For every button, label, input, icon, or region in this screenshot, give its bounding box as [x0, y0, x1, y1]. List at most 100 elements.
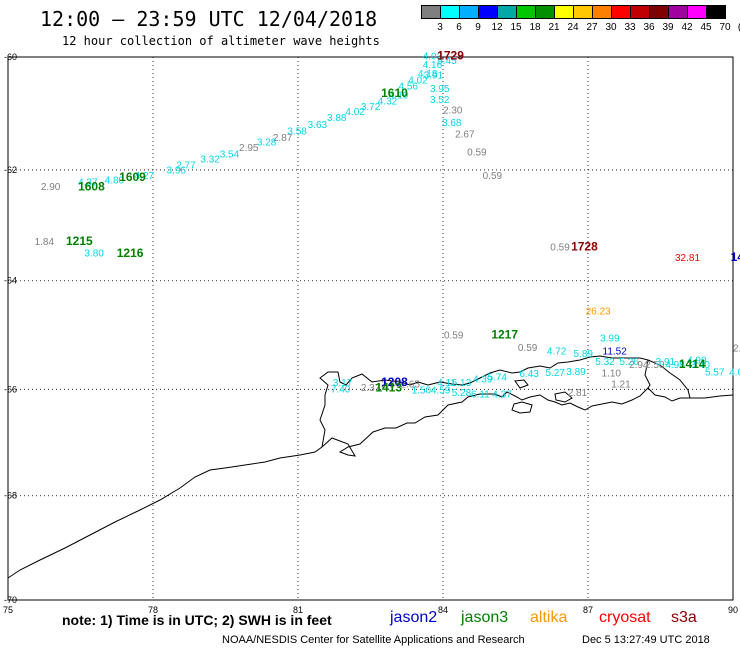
wave-height-value: 0.59 — [444, 331, 464, 342]
colorbar-label: 30 — [605, 22, 617, 33]
colorbar-swatch — [516, 5, 535, 19]
wave-height-value: 4.59 — [431, 386, 451, 397]
wave-height-value: 4.19 — [389, 90, 409, 101]
satellite-pass-labels: 1729 1610 1609 1608 1215 1216 1728 1405 1217 1414… — [66, 48, 740, 394]
wave-height-value: 3.52 — [430, 95, 450, 106]
wave-height-value: 2.81 — [568, 388, 588, 399]
colorbar-swatch — [706, 5, 725, 19]
wave-height-value: 26.23 — [586, 307, 611, 318]
colorbar-swatch — [497, 5, 516, 19]
lon-tick-label: 87 — [583, 605, 593, 615]
colorbar-label: 39 — [662, 22, 674, 33]
page-subtitle: 12 hour collection of altimeter wave hei… — [62, 34, 380, 48]
wave-height-value: 1.84 — [35, 237, 55, 248]
colorbar-label: 36 — [643, 22, 655, 33]
colorbar-label: 12 — [491, 22, 503, 33]
wave-height-value: 3.91 — [656, 357, 676, 368]
wave-height-value: 4.02 — [408, 76, 428, 87]
lat-tick-label: -66 — [4, 384, 17, 394]
wave-height-value: 4.03 — [423, 51, 443, 62]
wave-height-value: 5.32 — [595, 357, 615, 368]
wave-height-value: 4.16 — [423, 60, 443, 71]
wave-height-value: 11.52 — [603, 346, 628, 357]
colorbar-label: 3 — [437, 22, 443, 33]
wave-height-value: 0.59 — [483, 171, 503, 182]
wave-height-value: 5.89 — [574, 349, 594, 360]
wave-height-value: 2.37 — [381, 380, 401, 391]
colorbar-swatch — [611, 5, 630, 19]
wave-height-value: 6.43 — [519, 369, 539, 380]
wave-height-value: 3.54 — [220, 150, 240, 161]
lat-tick-label: -68 — [4, 491, 17, 501]
colorbar-swatch — [649, 5, 668, 19]
wave-height-value: 3.96 — [167, 165, 187, 176]
colorbar-label: 18 — [529, 22, 541, 33]
wave-height-value: 2.65 — [400, 380, 420, 391]
wave-height-value: 4.11 — [437, 378, 456, 389]
pass-time-label: 1413 — [375, 380, 402, 394]
wave-height-value: 4.18 — [418, 69, 438, 80]
colorbar-swatch — [554, 5, 573, 19]
wave-height-value: 4.90 — [687, 355, 707, 366]
wave-height-value: 0.59 — [467, 147, 487, 158]
colorbar-swatch — [573, 5, 592, 19]
legend-jason3: jason3 — [461, 609, 509, 626]
legend-jason2: jason2 — [390, 609, 438, 626]
wave-height-value: 2.94 — [733, 344, 740, 355]
lon-tick-label: 81 — [293, 605, 303, 615]
legend-altika: altika — [530, 609, 568, 626]
colorbar-label: 24 — [567, 22, 579, 33]
wave-height-value: 2.94 — [629, 360, 649, 371]
colorbar-label: 6 — [456, 22, 462, 33]
wave-height-value: 4.06 — [729, 367, 740, 378]
wave-height-value: 0.59 — [550, 242, 570, 253]
antarctic-coast — [7, 387, 734, 579]
wave-height-value: 4.02 — [345, 107, 365, 118]
wave-height-value: 4.39 — [473, 374, 493, 385]
pass-time-label: 1610 — [381, 86, 408, 100]
wave-height-value: 4.37 — [492, 389, 512, 400]
wave-height-observations: 4.034.165.454.183.914.024.56 3.954.19 3.52… — [35, 51, 740, 400]
lon-tick-label: 84 — [438, 605, 448, 615]
colorbar-label: 21 — [548, 22, 560, 33]
wave-height-value: 3.68 — [442, 118, 462, 129]
wave-height-value: 5.26 — [619, 357, 639, 368]
wave-height-value: 3.58 — [287, 127, 307, 138]
lat-tick-label: -62 — [4, 165, 17, 175]
pass-time-label: 1215 — [66, 234, 93, 248]
colorbar-swatch — [440, 5, 459, 19]
wave-height-value: 3.95 — [430, 84, 450, 95]
wave-height-value: 4.72 — [547, 346, 567, 357]
wave-height-value: 2.67 — [455, 129, 475, 140]
pass-time-label: 1414 — [679, 357, 706, 371]
wave-height-value: 3.88 — [327, 113, 347, 124]
map-grid — [7, 56, 734, 601]
island-b — [554, 391, 573, 403]
wave-height-value: 3.17 — [333, 378, 353, 389]
wave-height-value: 2.50 — [645, 360, 665, 371]
pass-time-label: 1608 — [78, 180, 105, 194]
credit-text: NOAA/NESDIS Center for Satellite Applica… — [222, 634, 525, 646]
lon-tick-label: 78 — [148, 605, 158, 615]
colorbar-swatch — [592, 5, 611, 19]
wave-height-value: 5.27 — [545, 368, 565, 379]
footer-note: note: 1) Time is in UTC; 2) SWH is in fe… — [62, 612, 332, 628]
wave-height-value: 0.59 — [518, 343, 538, 354]
lon-tick-label: 75 — [3, 605, 13, 615]
wave-height-value: 4.80 — [105, 175, 125, 186]
lat-tick-label: -70 — [4, 595, 17, 605]
wave-height-value: 5.28 — [452, 388, 472, 399]
wave-height-value: 4.98 — [665, 360, 685, 371]
wave-height-value: 2.30 — [443, 106, 463, 117]
lat-tick-label: -64 — [4, 276, 17, 286]
coast-inlet — [644, 359, 651, 389]
pass-time-label: 1609 — [119, 170, 146, 184]
wave-height-value: 2.37 — [361, 383, 381, 394]
wave-height-value: 5.74 — [487, 373, 507, 384]
pass-time-label: 1208 — [381, 375, 408, 389]
wave-height-value: 7.40 — [331, 385, 351, 396]
wave-height-value: 1.10 — [602, 368, 622, 379]
colorbar-swatch — [478, 5, 497, 19]
colorbar-swatch — [687, 5, 706, 19]
